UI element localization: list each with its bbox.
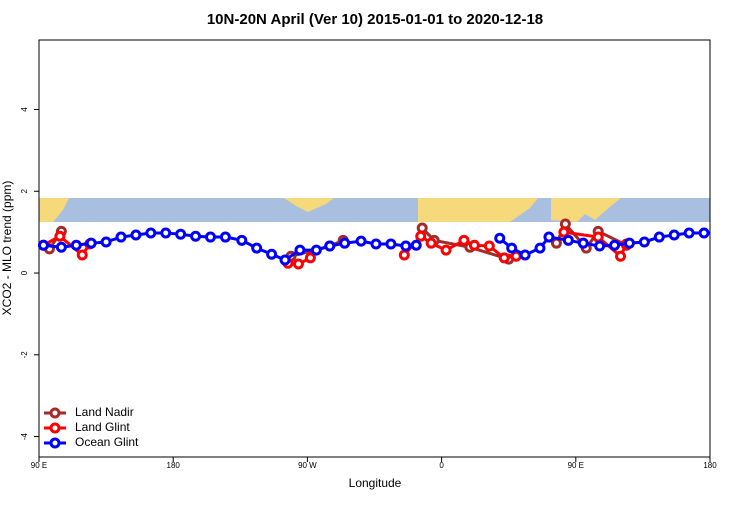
x-tick-label: 90 E xyxy=(31,461,47,470)
point xyxy=(219,231,231,243)
point xyxy=(468,239,480,251)
point xyxy=(623,237,635,249)
legend-label: Land Nadir xyxy=(75,405,134,419)
point xyxy=(204,231,216,243)
plot-frame xyxy=(38,39,711,458)
point xyxy=(558,226,570,238)
y-axis-label: XCO2 - MLO trend (ppm) xyxy=(0,181,14,316)
point xyxy=(494,232,506,244)
legend-marker xyxy=(49,422,61,434)
point xyxy=(668,229,680,241)
y-tick-label: 2 xyxy=(20,188,29,193)
x-axis-label: Longitude xyxy=(349,476,402,490)
point xyxy=(339,237,351,249)
point xyxy=(398,249,410,261)
point xyxy=(416,222,428,234)
point xyxy=(294,244,306,256)
point xyxy=(190,230,202,242)
point xyxy=(130,229,142,241)
point xyxy=(115,231,127,243)
point xyxy=(410,239,422,251)
point xyxy=(594,240,606,252)
point xyxy=(577,237,589,249)
y-tick-label: 4 xyxy=(20,107,29,112)
point xyxy=(592,231,604,243)
point xyxy=(498,252,510,264)
point xyxy=(37,239,49,251)
land xyxy=(418,198,538,222)
x-tick-label: 180 xyxy=(167,461,181,470)
point xyxy=(562,234,574,246)
point xyxy=(425,237,437,249)
point xyxy=(304,252,316,264)
legend-marker xyxy=(49,407,61,419)
point xyxy=(550,237,562,249)
y-tick-label: -2 xyxy=(20,351,29,359)
point xyxy=(506,242,518,254)
point xyxy=(310,244,322,256)
point xyxy=(440,244,452,256)
chart-title: 10N-20N April (Ver 10) 2015-01-01 to 202… xyxy=(207,11,543,28)
point xyxy=(251,242,263,254)
x-tick-label: 90 E xyxy=(568,461,584,470)
point xyxy=(266,248,278,260)
land xyxy=(551,198,621,222)
land xyxy=(284,198,334,212)
x-tick-label: 90 W xyxy=(298,461,317,470)
point xyxy=(415,230,427,242)
point xyxy=(279,254,291,266)
legend-label: Ocean Glint xyxy=(75,435,139,449)
point xyxy=(236,234,248,246)
point xyxy=(324,240,336,252)
point xyxy=(145,227,157,239)
point xyxy=(534,242,546,254)
point xyxy=(175,228,187,240)
point xyxy=(54,230,66,242)
point xyxy=(370,238,382,250)
x-tick-label: 0 xyxy=(439,461,444,470)
point xyxy=(70,239,82,251)
point xyxy=(85,237,97,249)
point xyxy=(638,236,650,248)
y-tick-label: 0 xyxy=(20,270,29,275)
point xyxy=(683,227,695,239)
point xyxy=(458,234,470,246)
point xyxy=(400,240,412,252)
point xyxy=(55,241,67,253)
point xyxy=(698,227,710,239)
map-strip xyxy=(39,198,710,222)
point xyxy=(615,250,627,262)
point xyxy=(385,238,397,250)
x-tick-label: 180 xyxy=(703,461,717,470)
point xyxy=(100,236,112,248)
legend-label: Land Glint xyxy=(75,420,130,434)
point xyxy=(653,231,665,243)
point xyxy=(355,235,367,247)
point xyxy=(292,258,304,270)
point xyxy=(559,218,571,230)
point xyxy=(160,227,172,239)
point xyxy=(76,249,88,261)
point xyxy=(483,240,495,252)
point xyxy=(543,231,555,243)
point xyxy=(609,239,621,251)
y-tick-label: -4 xyxy=(20,432,29,440)
point xyxy=(519,249,531,261)
legend-marker xyxy=(49,437,61,449)
land xyxy=(39,198,69,222)
